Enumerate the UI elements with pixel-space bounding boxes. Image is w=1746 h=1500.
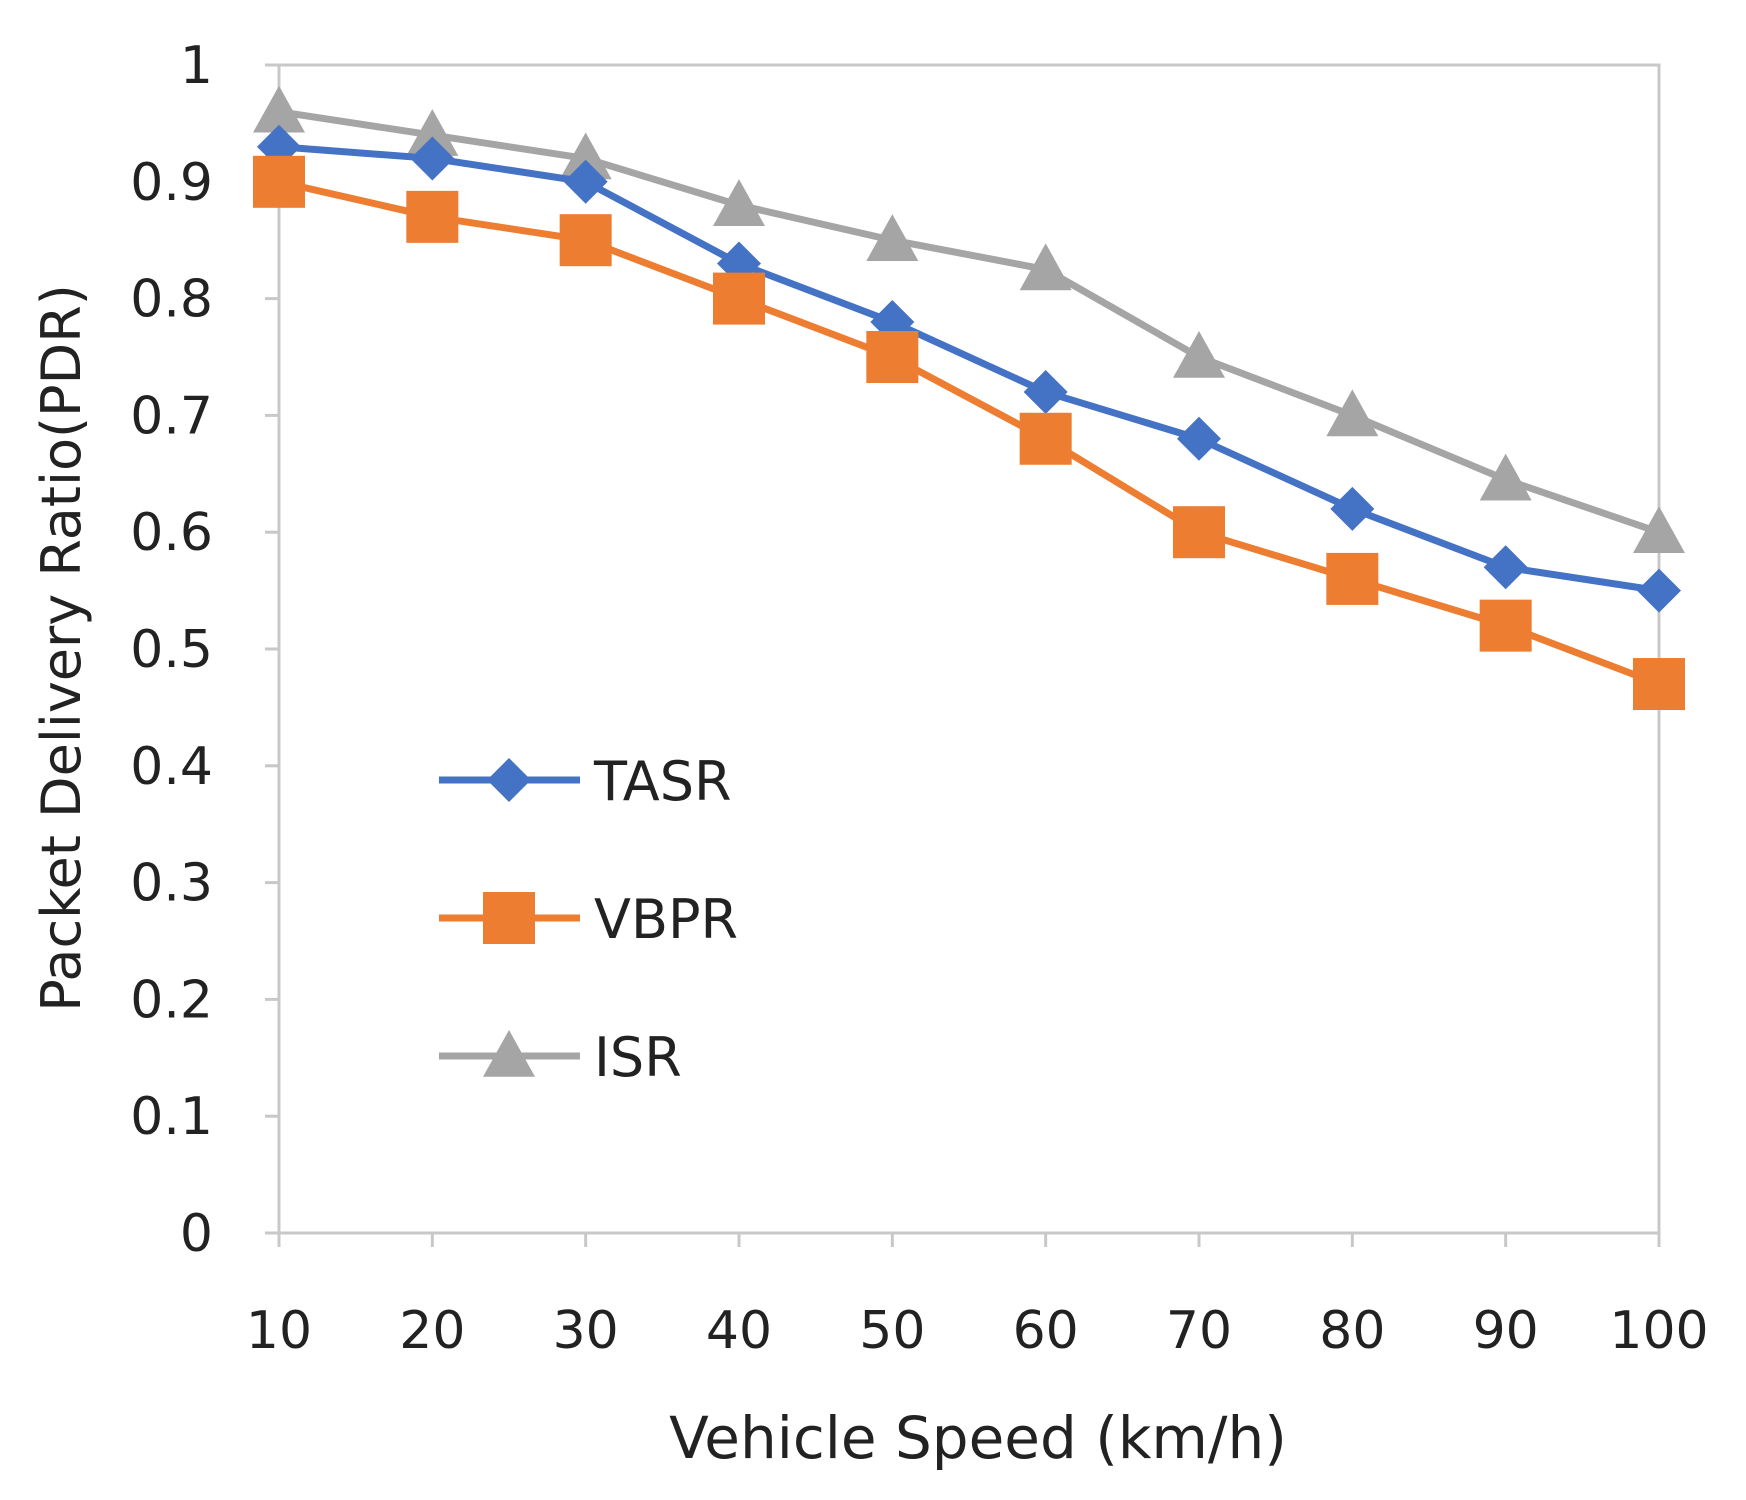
data-point-isr bbox=[1633, 506, 1685, 553]
legend-item-tasr: TASR bbox=[439, 750, 732, 813]
y-tick-label: 0.9 bbox=[130, 153, 213, 213]
y-tick-label: 0.6 bbox=[130, 503, 213, 563]
data-point-vbpr bbox=[866, 331, 919, 383]
y-tick-label: 0.7 bbox=[130, 386, 213, 446]
data-point-isr bbox=[713, 179, 765, 226]
legend-label: VBPR bbox=[594, 888, 738, 951]
series-layer bbox=[253, 85, 1685, 711]
data-point-isr bbox=[253, 85, 305, 133]
data-point-vbpr bbox=[1326, 552, 1379, 605]
x-tick-label: 10 bbox=[246, 1301, 312, 1361]
data-point-isr bbox=[1479, 453, 1532, 501]
data-point-tasr bbox=[1330, 486, 1375, 531]
data-point-tasr bbox=[563, 159, 608, 204]
axes: 0 0.1 0.2 0.3 0.4 0.5 0.6 0.7 0.8 0.9 1 10 20 30 40 50 6… bbox=[130, 36, 1708, 1361]
series-line-vbpr bbox=[278, 178, 1661, 688]
data-point-tasr bbox=[1177, 416, 1221, 461]
x-tick-label: 20 bbox=[399, 1301, 465, 1361]
y-axis-title: Packet Delivery Ratio(PDR) bbox=[30, 284, 93, 1012]
y-tick-label: 1 bbox=[180, 36, 213, 96]
data-point-vbpr bbox=[1633, 658, 1685, 711]
data-point-vbpr bbox=[559, 214, 612, 267]
legend-marker bbox=[487, 758, 531, 802]
x-tick-label: 30 bbox=[553, 1301, 619, 1361]
legend-marker bbox=[483, 892, 535, 944]
data-point-isr bbox=[406, 109, 459, 156]
series-line-tasr bbox=[278, 143, 1660, 595]
y-tick-label: 0 bbox=[180, 1204, 213, 1264]
data-point-isr bbox=[1326, 389, 1379, 437]
series-tasr bbox=[257, 124, 1681, 613]
x-tick-label: 60 bbox=[1013, 1301, 1079, 1361]
data-point-vbpr bbox=[406, 190, 459, 243]
legend-item-vbpr: VBPR bbox=[439, 888, 738, 951]
y-tick-label: 0.2 bbox=[130, 970, 213, 1030]
x-tick-label: 80 bbox=[1319, 1301, 1385, 1361]
data-point-vbpr bbox=[1019, 412, 1072, 465]
legend-label: TASR bbox=[593, 750, 732, 813]
x-tick-label: 40 bbox=[706, 1301, 772, 1361]
data-point-tasr bbox=[1023, 370, 1068, 415]
data-point-tasr bbox=[410, 136, 455, 181]
data-point-tasr bbox=[1637, 568, 1681, 613]
data-point-tasr bbox=[1483, 545, 1528, 590]
legend: TASR VBPR ISR bbox=[439, 750, 738, 1089]
legend-label: ISR bbox=[594, 1026, 682, 1089]
data-point-isr bbox=[1019, 243, 1072, 291]
data-point-vbpr bbox=[253, 155, 305, 208]
series-vbpr bbox=[253, 155, 1685, 711]
data-point-vbpr bbox=[1173, 506, 1225, 559]
data-point-vbpr bbox=[713, 272, 765, 325]
y-tick-label: 0.4 bbox=[130, 737, 213, 797]
data-point-isr bbox=[559, 132, 612, 180]
data-point-isr bbox=[1173, 331, 1225, 378]
x-tick-label: 90 bbox=[1473, 1301, 1539, 1361]
series-isr bbox=[253, 85, 1685, 553]
data-point-isr bbox=[866, 214, 919, 261]
x-axis-title: Vehicle Speed (km/h) bbox=[669, 1404, 1287, 1472]
legend-item-isr: ISR bbox=[439, 1026, 682, 1089]
legend-marker bbox=[483, 1030, 535, 1077]
y-tick-label: 0.8 bbox=[130, 270, 213, 330]
data-point-vbpr bbox=[1479, 599, 1532, 652]
x-tick-label: 50 bbox=[859, 1301, 925, 1361]
y-tick-label: 0.5 bbox=[130, 620, 213, 680]
x-tick-label: 100 bbox=[1609, 1301, 1708, 1361]
y-tick-label: 0.3 bbox=[130, 854, 213, 914]
x-tick-label: 70 bbox=[1166, 1301, 1232, 1361]
series-line-isr bbox=[278, 108, 1661, 536]
y-tick-label: 0.1 bbox=[130, 1087, 213, 1147]
